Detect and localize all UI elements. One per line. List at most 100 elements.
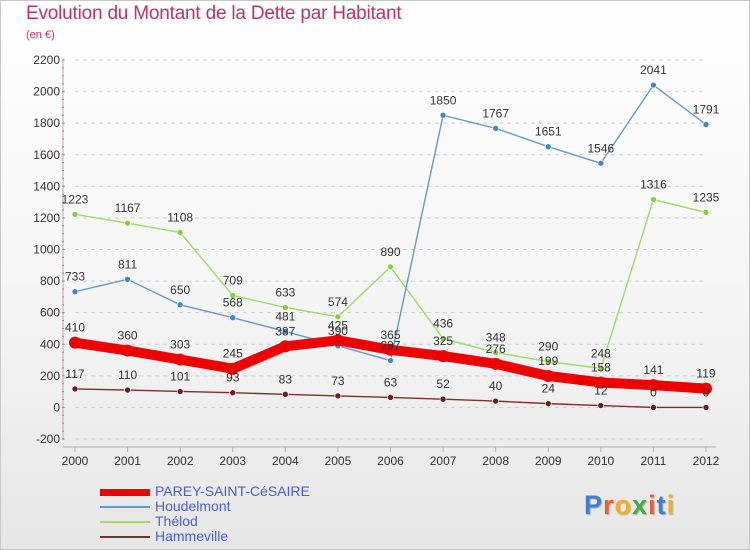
data-label: 40 [489, 379, 503, 393]
data-label: 248 [591, 346, 611, 360]
data-point [594, 376, 607, 389]
data-label: 811 [118, 257, 137, 271]
x-tick-label: 2010 [587, 454, 614, 468]
y-tick-label: 1600 [33, 148, 60, 162]
data-point [597, 364, 605, 372]
data-point [176, 229, 184, 236]
data-label: 425 [328, 318, 348, 332]
data-point [282, 391, 289, 398]
data-point [387, 263, 394, 271]
data-point [124, 276, 131, 283]
data-point [69, 336, 81, 349]
data-point [387, 394, 394, 401]
data-point [121, 344, 134, 357]
data-label: 890 [380, 245, 400, 259]
data-label: 117 [65, 367, 84, 381]
data-point [700, 382, 712, 395]
data-label: 303 [170, 338, 190, 352]
y-tick-label: 1400 [33, 179, 60, 193]
data-point [489, 357, 502, 370]
data-label: 574 [328, 295, 348, 309]
data-point [702, 209, 710, 216]
data-point [439, 395, 447, 403]
data-label: 1791 [693, 103, 720, 117]
data-point [544, 400, 552, 407]
data-point [650, 196, 657, 203]
legend-label: Hammeville [155, 528, 229, 544]
data-label: 1316 [640, 178, 667, 192]
data-label: 568 [223, 296, 243, 310]
y-tick-label: 2200 [33, 53, 60, 67]
data-point [387, 357, 394, 364]
data-label: 2041 [640, 63, 667, 77]
data-label: 12 [594, 384, 608, 398]
data-point [71, 288, 79, 295]
x-tick-label: 2004 [272, 454, 299, 468]
data-label: 633 [275, 285, 295, 299]
legend-label: Thélod [155, 513, 198, 529]
data-point [492, 349, 499, 356]
data-point [439, 335, 447, 342]
x-tick-label: 2011 [641, 454, 667, 468]
data-label: 158 [591, 360, 611, 374]
data-label: 360 [118, 329, 138, 343]
data-point [334, 392, 342, 400]
data-point [229, 292, 237, 299]
data-label: 1651 [535, 125, 562, 139]
data-point [702, 121, 710, 128]
legend-swatch [100, 489, 150, 496]
x-tick-label: 2009 [535, 454, 562, 468]
legend-label: Houdelmont [155, 498, 231, 514]
x-tick-label: 2005 [325, 454, 352, 468]
data-label: 1223 [62, 192, 89, 206]
data-point [124, 386, 131, 394]
data-label: 141 [643, 363, 663, 377]
data-label: 1167 [115, 201, 141, 215]
data-point [492, 397, 499, 405]
data-point [71, 210, 79, 218]
data-point [176, 301, 184, 309]
data-point [597, 402, 605, 409]
data-label: 1546 [587, 141, 614, 155]
data-label: 73 [331, 374, 345, 388]
chart-unit-label: (en €) [26, 29, 55, 41]
data-label: 93 [226, 371, 240, 385]
data-point [282, 304, 289, 311]
data-label: 63 [384, 375, 398, 389]
data-point [176, 388, 184, 395]
data-label: 276 [486, 342, 506, 356]
data-label: 1850 [430, 93, 457, 107]
y-tick-label: 200 [40, 369, 60, 383]
legend-label: PAREY-SAINT-CéSAIRE [155, 483, 310, 499]
y-tick-label: 1800 [33, 116, 60, 130]
data-point [229, 314, 237, 322]
x-tick-label: 2001 [114, 454, 141, 468]
data-label: 390 [328, 324, 348, 338]
data-point [279, 340, 292, 353]
y-tick-label: 400 [40, 337, 60, 351]
data-point [226, 362, 239, 375]
x-tick-label: 2003 [219, 454, 246, 468]
data-point [124, 219, 131, 227]
data-point [334, 313, 342, 321]
data-point [437, 350, 450, 363]
data-label: 709 [223, 273, 243, 287]
data-label: 0 [650, 385, 657, 399]
y-tick-label: -200 [36, 432, 60, 446]
data-label: 733 [65, 270, 85, 284]
data-point [597, 159, 605, 167]
legend-swatch [100, 506, 150, 508]
data-label: 110 [118, 368, 137, 382]
data-label: 481 [275, 309, 295, 323]
y-tick-label: 1000 [33, 243, 60, 257]
data-point [544, 143, 552, 150]
data-label: 325 [433, 334, 453, 348]
data-label: 101 [170, 369, 190, 383]
legend-swatch [100, 536, 150, 538]
data-point [650, 81, 657, 89]
y-tick-label: 1200 [33, 211, 60, 225]
data-label: 650 [170, 283, 190, 297]
chart-title: Evolution du Montant de la Dette par Hab… [26, 3, 402, 24]
legend-swatch [100, 521, 150, 523]
